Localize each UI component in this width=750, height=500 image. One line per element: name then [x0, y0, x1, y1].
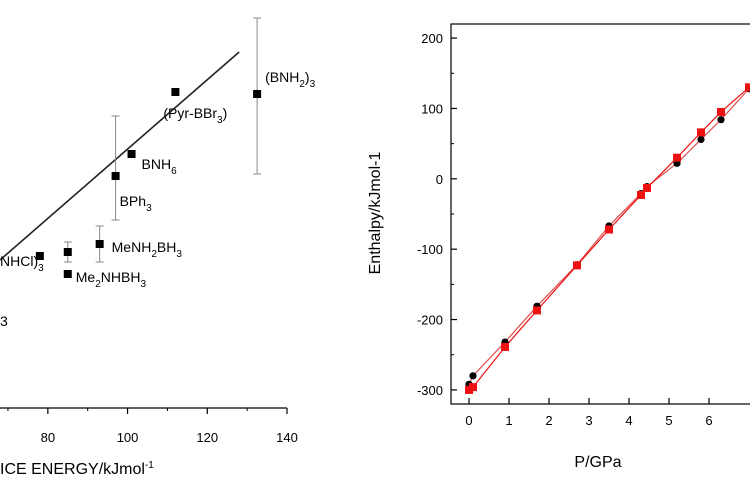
left-point-label-part: Me — [76, 269, 96, 285]
right-data-point — [643, 183, 651, 192]
left-point-label-part: 2 — [299, 79, 305, 90]
right-y-tick-label: -100 — [417, 242, 443, 257]
right-x-axis-title: P/GPa — [574, 454, 621, 471]
right-y-tick-label: 100 — [421, 101, 443, 116]
left-point-label-part: NHBH — [101, 269, 141, 285]
left-point-label: Me2NHBH3 — [76, 269, 147, 290]
right-chart: 0 1 2 3 4 5 6 -300 -200 -100 0 100 200 P/GPa Enthalp… — [367, 23, 750, 471]
left-point-label-part: MeNH — [112, 239, 152, 255]
right-x-tick-label: 1 — [505, 413, 512, 428]
left-point-label: BPh3 — [120, 193, 152, 214]
left-chart: 80 100 120 140 Me2NHBH3MeNH2BH3BPh3BNH6(Pyr… — [0, 17, 316, 478]
right-x-tick-label: 3 — [585, 413, 592, 428]
right-data-point — [637, 191, 645, 199]
right-y-tick-label: -300 — [417, 383, 443, 398]
left-point-label-part: 2 — [151, 249, 157, 260]
right-data-point — [469, 372, 477, 380]
right-data-point — [717, 116, 725, 124]
right-data-point — [745, 83, 750, 92]
right-x-tick-label: 5 — [665, 413, 672, 428]
left-data-point — [171, 88, 180, 96]
left-x-tick-label: 80 — [41, 430, 55, 445]
left-data-point — [95, 240, 104, 248]
left-point-label: MeNH2BH3 — [112, 239, 183, 260]
left-data-point — [35, 252, 44, 260]
right-data-point — [469, 383, 477, 392]
right-y-axis-title: Enthalpy/kJmol-1 — [367, 152, 384, 275]
left-data-point — [63, 248, 72, 256]
left-partial-label: NHCl)3 — [0, 253, 44, 274]
left-point-label-part: 3 — [176, 249, 182, 260]
right-x-tick-label: 4 — [625, 413, 632, 428]
left-x-tick-label: 100 — [117, 430, 139, 445]
left-partial-label-sub: 3 — [38, 263, 44, 274]
left-point-label-part: 3 — [310, 79, 316, 90]
left-point-label-part: ) — [223, 105, 228, 121]
right-data-point — [717, 107, 725, 116]
left-point-label-part: 3 — [146, 203, 152, 214]
right-data-point — [697, 135, 705, 144]
left-data-point — [63, 270, 72, 278]
right-plot-frame — [450, 23, 750, 405]
left-partial-label: 3 — [0, 313, 8, 329]
left-point-label: BNH6 — [142, 156, 178, 177]
left-point-label-part: (BNH — [265, 69, 299, 85]
left-x-tick-label: 140 — [276, 430, 298, 445]
left-partial-labels: NHCl)33 — [0, 253, 44, 329]
right-x-tick-label: 2 — [545, 413, 552, 428]
left-point-label-part: ) — [305, 69, 310, 85]
right-x-tick-label: 0 — [465, 413, 472, 428]
left-x-ticks: 80 100 120 140 — [7, 408, 298, 445]
right-x-tick-label: 6 — [705, 413, 712, 428]
right-data-point — [501, 343, 509, 351]
right-y-tick-label: -200 — [417, 313, 443, 328]
left-point-label-part: BH — [157, 239, 176, 255]
left-point-label-part: (Pyr-BBr — [163, 105, 217, 121]
left-x-axis-title: ICE ENERGY/kJmol-1 — [0, 460, 154, 478]
left-point-label: (BNH2)3 — [265, 69, 315, 90]
right-y-tick-label: 0 — [436, 172, 443, 187]
left-data-point — [127, 150, 136, 158]
left-data-points: Me2NHBH3MeNH2BH3BPh3BNH6(Pyr-BBr3)(BNH2)… — [35, 17, 316, 290]
right-data-point — [533, 306, 541, 315]
left-point-label-part: 3 — [140, 279, 146, 290]
right-data-point — [697, 128, 705, 137]
left-point-label: (Pyr-BBr3) — [163, 105, 227, 126]
left-x-tick-label: 120 — [196, 430, 218, 445]
left-partial-label-part: NHCl) — [0, 253, 38, 269]
right-data-point — [605, 225, 613, 234]
left-data-point — [111, 172, 120, 180]
right-series — [465, 83, 750, 394]
left-point-label-part: 2 — [95, 279, 101, 290]
right-axis-ticks: 0 1 2 3 4 5 6 -300 -200 -100 0 100 200 — [417, 31, 713, 428]
left-point-label-part: BPh — [120, 193, 146, 209]
left-data-point — [253, 90, 262, 98]
left-fit-line — [0, 51, 240, 261]
right-y-tick-label: 200 — [421, 31, 443, 46]
right-data-point — [573, 261, 581, 270]
left-point-label-part: BNH — [142, 156, 172, 172]
right-data-point — [673, 153, 681, 162]
left-point-label-part: 3 — [217, 115, 223, 126]
left-point-label-part: 6 — [171, 166, 177, 177]
